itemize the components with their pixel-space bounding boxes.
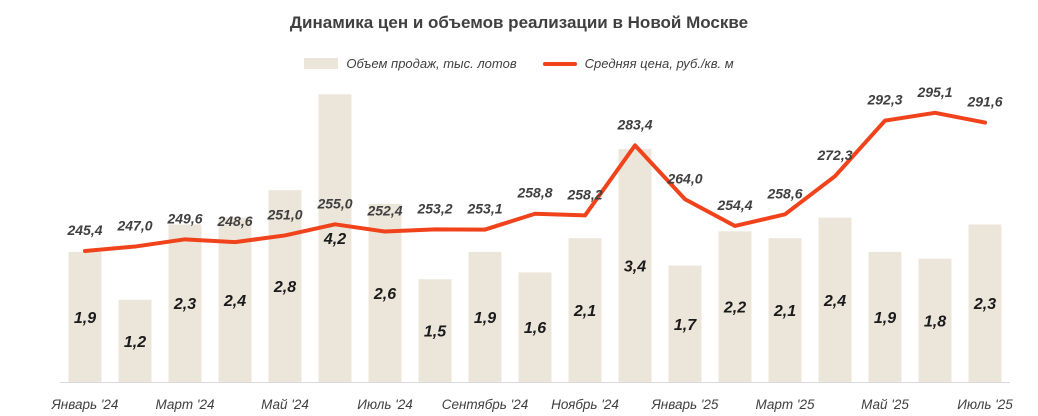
bar-value-label: 2,1 <box>773 303 796 320</box>
x-tick-label: Январь '25 <box>651 397 719 412</box>
bar-volume <box>568 238 602 382</box>
bar-volume <box>768 238 802 382</box>
bar-value-label: 2,1 <box>573 303 596 320</box>
line-value-label: 255,0 <box>316 195 352 211</box>
bar-value-label: 1,9 <box>874 310 896 327</box>
x-tick-label: Ноябрь '24 <box>551 397 619 412</box>
bar-value-label: 1,6 <box>524 320 546 337</box>
bar-volume <box>468 251 502 382</box>
line-value-label: 245,4 <box>66 222 102 238</box>
bar-value-label: 1,8 <box>924 313 946 330</box>
bar-value-label: 2,3 <box>973 296 996 313</box>
bar-volume <box>868 251 902 382</box>
x-tick-label: Март '25 <box>755 397 814 412</box>
bar-volume <box>318 94 352 383</box>
line-value-label: 253,1 <box>466 201 502 217</box>
line-value-label: 254,4 <box>716 197 752 213</box>
line-value-label: 253,2 <box>416 200 452 216</box>
line-value-label: 291,6 <box>966 94 1002 110</box>
bar-value-label: 2,2 <box>723 300 746 317</box>
x-tick-label: Март '24 <box>155 397 214 412</box>
bar-value-label: 2,4 <box>223 293 246 310</box>
bar-volume <box>218 217 252 382</box>
bar-volume <box>518 272 552 382</box>
bar-value-label: 2,4 <box>823 293 846 310</box>
bar-volume <box>68 251 102 382</box>
x-tick-label: Май '25 <box>861 397 909 412</box>
chart-title: Динамика цен и объемов реализации в Ново… <box>289 13 749 32</box>
line-value-label: 248,6 <box>216 213 252 229</box>
bar-volume <box>918 258 952 382</box>
legend-label-price: Средняя цена, руб./кв. м <box>584 56 734 71</box>
bar-value-label: 1,9 <box>74 310 96 327</box>
bar-volume <box>118 299 152 382</box>
line-value-label: 283,4 <box>616 116 652 132</box>
legend-entry-price: Средняя цена, руб./кв. м <box>542 56 734 71</box>
bar-value-label: 1,7 <box>674 317 697 334</box>
bar-value-label: 2,6 <box>373 286 396 303</box>
bar-volume <box>418 279 452 382</box>
legend-swatch-volume <box>304 58 339 69</box>
x-tick-label: Июль '25 <box>957 397 1013 412</box>
price-line <box>83 110 987 253</box>
line-value-label: 251,0 <box>266 206 302 222</box>
bar-volume <box>968 224 1002 382</box>
bar-value-label: 1,5 <box>424 324 447 341</box>
x-tick-label: Сентябрь '24 <box>442 397 529 412</box>
line-value-label: 247,0 <box>116 218 152 234</box>
line-value-label: 292,3 <box>866 92 902 108</box>
bar-volume <box>618 149 652 382</box>
line-value-label: 272,3 <box>816 147 852 163</box>
line-value-label: 295,1 <box>916 84 952 100</box>
bar-value-label: 3,4 <box>624 259 646 276</box>
legend-label-volume: Объем продаж, тыс. лотов <box>346 56 517 71</box>
legend-swatch-price <box>542 61 577 66</box>
bar-volume <box>668 265 702 382</box>
bar-value-label: 2,3 <box>173 296 196 313</box>
bar-volume <box>718 231 752 382</box>
line-value-label: 264,0 <box>666 170 702 186</box>
bar-value-label: 1,2 <box>124 334 146 351</box>
bar-volume <box>168 224 202 382</box>
line-value-label: 258,2 <box>566 186 602 202</box>
bar-value-label: 1,9 <box>474 310 496 327</box>
line-value-label: 258,6 <box>766 185 802 201</box>
bar-volume <box>368 203 402 382</box>
x-tick-label: Январь '24 <box>51 397 119 412</box>
bar-value-label: 2,8 <box>273 279 296 296</box>
bar-volume <box>268 190 302 382</box>
legend-entry-volume: Объем продаж, тыс. лотов <box>304 56 517 71</box>
line-value-label: 258,8 <box>516 185 552 201</box>
line-value-label: 249,6 <box>166 210 202 226</box>
legend: Объем продаж, тыс. лотов Средняя цена, р… <box>0 56 1038 71</box>
line-value-label: 252,4 <box>366 203 402 219</box>
x-tick-label: Май '24 <box>261 397 309 412</box>
bar-volume <box>818 217 852 382</box>
x-tick-label: Июль '24 <box>357 397 413 412</box>
bar-value-label: 4,2 <box>323 231 346 248</box>
